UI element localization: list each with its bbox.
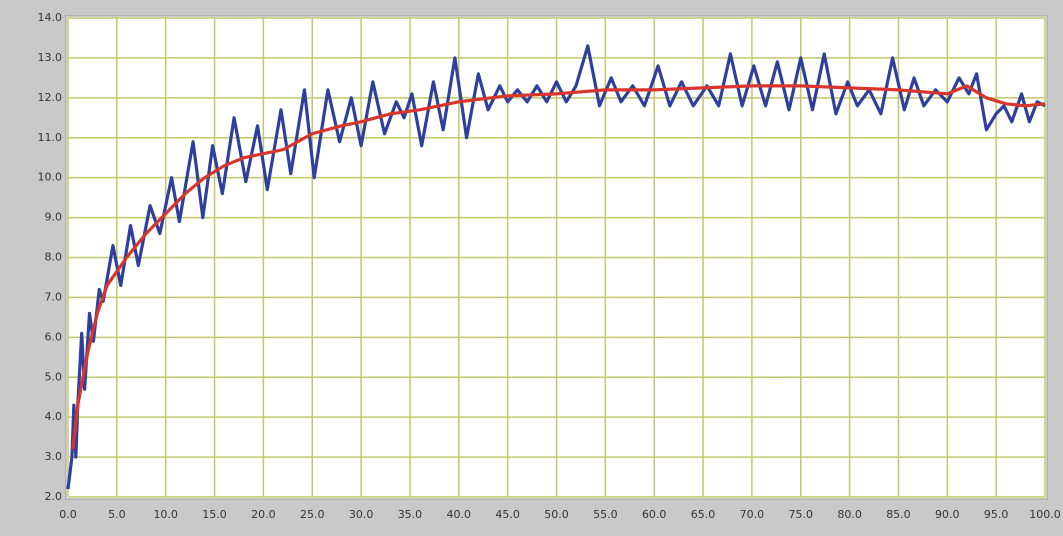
x-tick-label: 70.0 [740,508,765,521]
y-tick-label: 3.0 [45,450,63,463]
x-tick-label: 20.0 [251,508,276,521]
y-tick-label: 14.0 [38,11,63,24]
y-tick-label: 7.0 [45,290,63,303]
x-tick-label: 55.0 [593,508,618,521]
y-tick-label: 8.0 [45,251,63,264]
x-tick-label: 75.0 [789,508,814,521]
x-tick-label: 35.0 [398,508,423,521]
x-tick-label: 65.0 [691,508,716,521]
x-tick-label: 30.0 [349,508,374,521]
y-tick-label: 13.0 [38,51,63,64]
x-tick-label: 25.0 [300,508,325,521]
x-tick-label: 10.0 [153,508,178,521]
x-tick-label: 80.0 [837,508,862,521]
y-tick-label: 11.0 [38,131,63,144]
x-tick-label: 85.0 [886,508,911,521]
y-tick-label: 9.0 [45,211,63,224]
y-tick-label: 4.0 [45,410,63,423]
x-tick-label: 100.0 [1029,508,1061,521]
data-line [71,84,1046,450]
y-tick-label: 10.0 [38,171,63,184]
x-tick-label: 60.0 [642,508,667,521]
x-tick-label: 95.0 [984,508,1009,521]
y-tick-label: 2.0 [45,490,63,503]
x-tick-label: 15.0 [202,508,227,521]
x-tick-label: 5.0 [108,508,126,521]
x-tick-label: 0.0 [59,508,77,521]
y-tick-label: 6.0 [45,330,63,343]
x-tick-label: 45.0 [495,508,520,521]
x-tick-label: 90.0 [935,508,960,521]
x-tick-label: 40.0 [447,508,472,521]
x-tick-label: 50.0 [544,508,569,521]
y-tick-label: 5.0 [45,370,63,383]
y-tick-label: 12.0 [38,91,63,104]
